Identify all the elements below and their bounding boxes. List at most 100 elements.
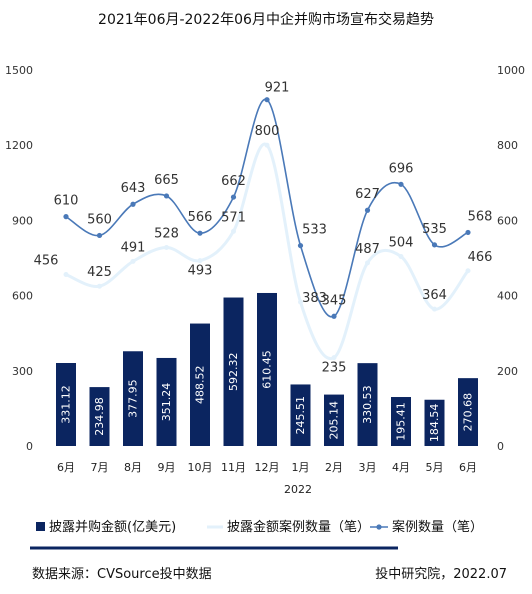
labels-layer: 331.12 234.98 377.95 351.24 488.52 592.32 610.… [34,81,493,442]
x-tick-label: 10月 [188,461,213,474]
x-tick-label: 6月 [459,461,477,474]
bar-data-label: 351.24 [160,383,173,422]
series-label-case-count: 643 [121,181,146,196]
bar-data-label: 205.14 [328,401,341,440]
series-point-case-count [264,97,270,103]
series-label-disclosed-count: 487 [355,242,380,257]
x-tick-label: 5月 [426,461,444,474]
y-right-tick-label: 200 [497,365,518,378]
bar-data-label: 331.12 [60,385,73,424]
series-point-case-count [297,242,304,249]
series-point-disclosed-count [264,142,270,148]
series-point-disclosed-count [197,258,203,264]
chart-title: 2021年06月-2022年06月中企并购市场宣布交易趋势 [98,11,434,28]
legend-marker-case-count [376,524,382,530]
series-point-case-count [364,207,371,213]
x-tick-label: 12月 [255,461,280,474]
series-label-case-count: 566 [188,210,213,225]
series-label-case-count: 662 [221,174,246,189]
legend-swatch-bar [36,522,45,531]
bars-layer [56,292,478,446]
series-label-disclosed-count: 466 [468,250,493,265]
series-label-disclosed-count: 528 [154,226,179,241]
series-label-case-count: 627 [355,187,380,202]
bar-data-label: 184.54 [428,404,441,443]
series-point-case-count [465,229,471,236]
series-point-case-count [63,214,69,220]
y-right-tick-label: 1000 [497,64,525,77]
series-label-disclosed-count: 456 [34,254,59,269]
series-label-case-count: 921 [265,81,290,96]
x-tick-label: 11月 [221,461,246,474]
series-point-disclosed-count [130,258,136,264]
legend-label-disclosed-count: 披露金额案例数量（笔） [227,519,370,535]
series-label-disclosed-count: 364 [422,288,447,303]
y-right-tick-label: 600 [497,214,518,227]
series-label-case-count: 345 [322,293,347,308]
y-right-tick-label: 800 [497,139,518,152]
series-point-disclosed-count [97,283,102,289]
x-tick-label: 8月 [124,461,142,474]
series-label-disclosed-count: 504 [389,235,414,250]
bar-data-label: 592.32 [227,353,240,392]
series-point-case-count [197,230,203,236]
footer-credit: 投中研究院，2022.07 [375,566,507,582]
series-point-case-count [163,193,170,199]
x-tick-label: 4月 [392,461,410,474]
series-label-disclosed-count: 491 [121,240,146,255]
year-label: 2022 [284,483,312,496]
legend-label-bar: 披露并购金额(亿美元) [49,519,176,535]
bar [190,323,210,446]
series-label-case-count: 533 [302,223,327,238]
series-point-disclosed-count [398,253,404,259]
bar [357,363,378,446]
series-point-disclosed-count [465,268,471,274]
y-left-tick-label: 900 [12,214,33,227]
series-label-case-count: 696 [389,161,414,176]
y-left-tick-label: 1200 [5,139,33,152]
series-point-disclosed-count [432,306,437,312]
x-tick-label: 2月 [325,461,343,474]
y-left-tick-label: 1500 [5,64,33,77]
bar [223,297,244,446]
series-label-disclosed-count: 493 [188,264,213,279]
bar-data-label: 245.51 [294,396,307,435]
x-tick-label: 9月 [158,461,176,474]
x-tick-label: 7月 [91,461,109,474]
axes-layer: 0 300 600 900 1200 1500 0 200 400 600 800 1000 6月 7月 8… [5,64,525,474]
bar-data-label: 234.98 [93,397,106,436]
y-right-tick-label: 400 [497,290,518,303]
bar-data-label: 270.68 [462,393,475,432]
series-point-disclosed-count [298,299,303,305]
bar [324,394,344,446]
y-left-tick-label: 0 [26,440,33,453]
series-label-case-count: 535 [422,222,447,237]
x-tick-label: 3月 [359,461,377,474]
series-point-case-count [96,232,103,239]
bar [257,292,277,446]
series-point-case-count [130,201,136,207]
bar [424,399,445,446]
series-point-disclosed-count [63,272,69,278]
bar [458,378,478,446]
bar-data-label: 610.45 [261,350,274,389]
series-label-disclosed-count: 571 [221,210,246,225]
series-label-disclosed-count: 425 [87,265,112,280]
bar [123,351,143,446]
series-point-case-count [431,242,438,248]
bar [290,384,311,446]
bar [156,357,177,446]
series-point-case-count [230,194,237,200]
series-label-disclosed-count: 235 [322,361,347,376]
bar-data-label: 330.53 [361,385,374,424]
series-label-case-count: 665 [154,173,179,188]
series-label-case-count: 568 [468,209,493,224]
series-label-disclosed-count: 800 [255,124,280,139]
y-left-tick-label: 600 [12,290,33,303]
bar [89,387,110,446]
bar-data-label: 195.41 [395,402,408,441]
series-point-disclosed-count [365,260,370,266]
series-point-disclosed-count [164,244,169,250]
